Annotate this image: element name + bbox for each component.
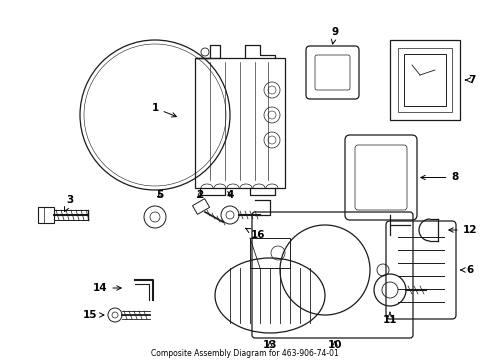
Text: Composite Assembly Diagram for 463-906-74-01: Composite Assembly Diagram for 463-906-7… <box>151 349 339 358</box>
Text: 1: 1 <box>151 103 176 117</box>
Bar <box>390 40 460 120</box>
Text: 16: 16 <box>245 228 265 240</box>
Text: 13: 13 <box>263 340 277 350</box>
Text: 6: 6 <box>461 265 474 275</box>
Bar <box>398 48 452 112</box>
Text: 10: 10 <box>328 340 342 350</box>
Bar <box>193 199 210 214</box>
Text: 3: 3 <box>65 195 74 211</box>
Text: 2: 2 <box>196 190 204 200</box>
Bar <box>404 54 446 106</box>
Bar <box>195 58 285 188</box>
Text: 8: 8 <box>421 172 459 183</box>
Text: 4: 4 <box>226 190 234 200</box>
Text: 11: 11 <box>383 312 397 325</box>
Text: 9: 9 <box>331 27 339 44</box>
Bar <box>250 238 290 268</box>
Text: 14: 14 <box>93 283 121 293</box>
Text: 7: 7 <box>466 75 476 85</box>
Text: 5: 5 <box>156 190 164 200</box>
Bar <box>38 207 54 223</box>
Text: 15: 15 <box>83 310 104 320</box>
Text: 12: 12 <box>449 225 477 235</box>
